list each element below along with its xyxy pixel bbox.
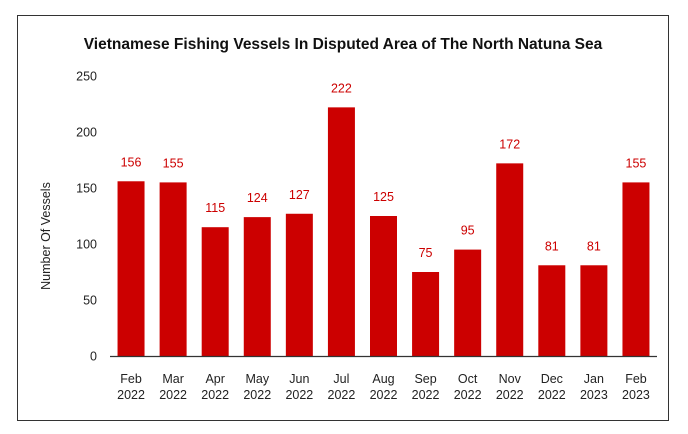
data-label: 95 bbox=[461, 224, 475, 238]
x-tick-month: Jan bbox=[584, 372, 604, 386]
data-label: 155 bbox=[626, 156, 647, 170]
x-tick-month: Apr bbox=[205, 372, 224, 386]
x-tick-year: 2022 bbox=[328, 388, 356, 402]
data-label: 222 bbox=[331, 81, 352, 95]
data-label: 81 bbox=[545, 239, 559, 253]
chart-title: Vietnamese Fishing Vessels In Disputed A… bbox=[84, 36, 603, 53]
x-tick-year: 2022 bbox=[201, 388, 229, 402]
x-tick-month: Aug bbox=[372, 372, 394, 386]
data-label: 156 bbox=[121, 155, 142, 169]
data-label: 81 bbox=[587, 239, 601, 253]
y-tick-label: 250 bbox=[76, 70, 97, 84]
y-tick-label: 50 bbox=[83, 294, 97, 308]
bar bbox=[243, 217, 271, 356]
x-tick-month: Nov bbox=[499, 372, 522, 386]
bar bbox=[538, 265, 566, 356]
x-tick-month: Jun bbox=[289, 372, 309, 386]
x-tick-month: Jul bbox=[333, 372, 349, 386]
x-tick-month: Feb bbox=[120, 372, 142, 386]
x-tick-year: 2022 bbox=[117, 388, 145, 402]
y-tick-label: 100 bbox=[76, 238, 97, 252]
x-tick-month: Mar bbox=[162, 372, 184, 386]
bar bbox=[327, 107, 355, 356]
x-tick-year: 2022 bbox=[496, 388, 524, 402]
x-tick-year: 2022 bbox=[412, 388, 440, 402]
bar bbox=[412, 272, 440, 356]
bar bbox=[370, 216, 397, 356]
bar bbox=[454, 249, 482, 356]
x-tick-year: 2023 bbox=[622, 388, 650, 402]
x-axis: Feb 2022 Mar 2022 Apr 2022 May 2022 Jun 2022 Jul 20… bbox=[110, 355, 657, 402]
data-label: 75 bbox=[419, 246, 433, 260]
data-label: 155 bbox=[163, 156, 184, 170]
y-axis: 0 50 100 150 200 250 bbox=[76, 70, 97, 364]
x-tick-month: Sep bbox=[414, 372, 436, 386]
x-tick-year: 2023 bbox=[580, 388, 608, 402]
x-tick-year: 2022 bbox=[370, 388, 398, 402]
y-tick-label: 150 bbox=[76, 182, 97, 196]
y-tick-label: 200 bbox=[76, 126, 97, 140]
bar bbox=[285, 213, 313, 356]
data-label: 124 bbox=[247, 191, 268, 205]
y-tick-label: 0 bbox=[90, 350, 97, 364]
bar bbox=[159, 182, 187, 356]
x-tick-month: Feb bbox=[625, 372, 647, 386]
x-tick-year: 2022 bbox=[243, 388, 271, 402]
x-tick-year: 2022 bbox=[159, 388, 187, 402]
x-tick-month: Oct bbox=[458, 372, 478, 386]
x-tick-year: 2022 bbox=[285, 388, 313, 402]
bars-group bbox=[117, 107, 650, 356]
data-label: 127 bbox=[289, 188, 310, 202]
bar bbox=[201, 227, 229, 356]
data-labels-group: 156 155 115 124 127 222 125 75 95 172 81 81 155 bbox=[121, 81, 647, 260]
y-axis-label: Number Of Vessels bbox=[39, 182, 53, 290]
bar bbox=[117, 181, 145, 356]
bar bbox=[496, 163, 524, 356]
x-tick-year: 2022 bbox=[454, 388, 482, 402]
x-tick-month: May bbox=[245, 372, 269, 386]
x-tick-year: 2022 bbox=[538, 388, 566, 402]
bar bbox=[622, 182, 650, 356]
data-label: 125 bbox=[373, 190, 394, 204]
x-tick-month: Dec bbox=[541, 372, 563, 386]
data-label: 115 bbox=[205, 201, 225, 215]
data-label: 172 bbox=[499, 137, 520, 151]
bar bbox=[580, 265, 608, 356]
